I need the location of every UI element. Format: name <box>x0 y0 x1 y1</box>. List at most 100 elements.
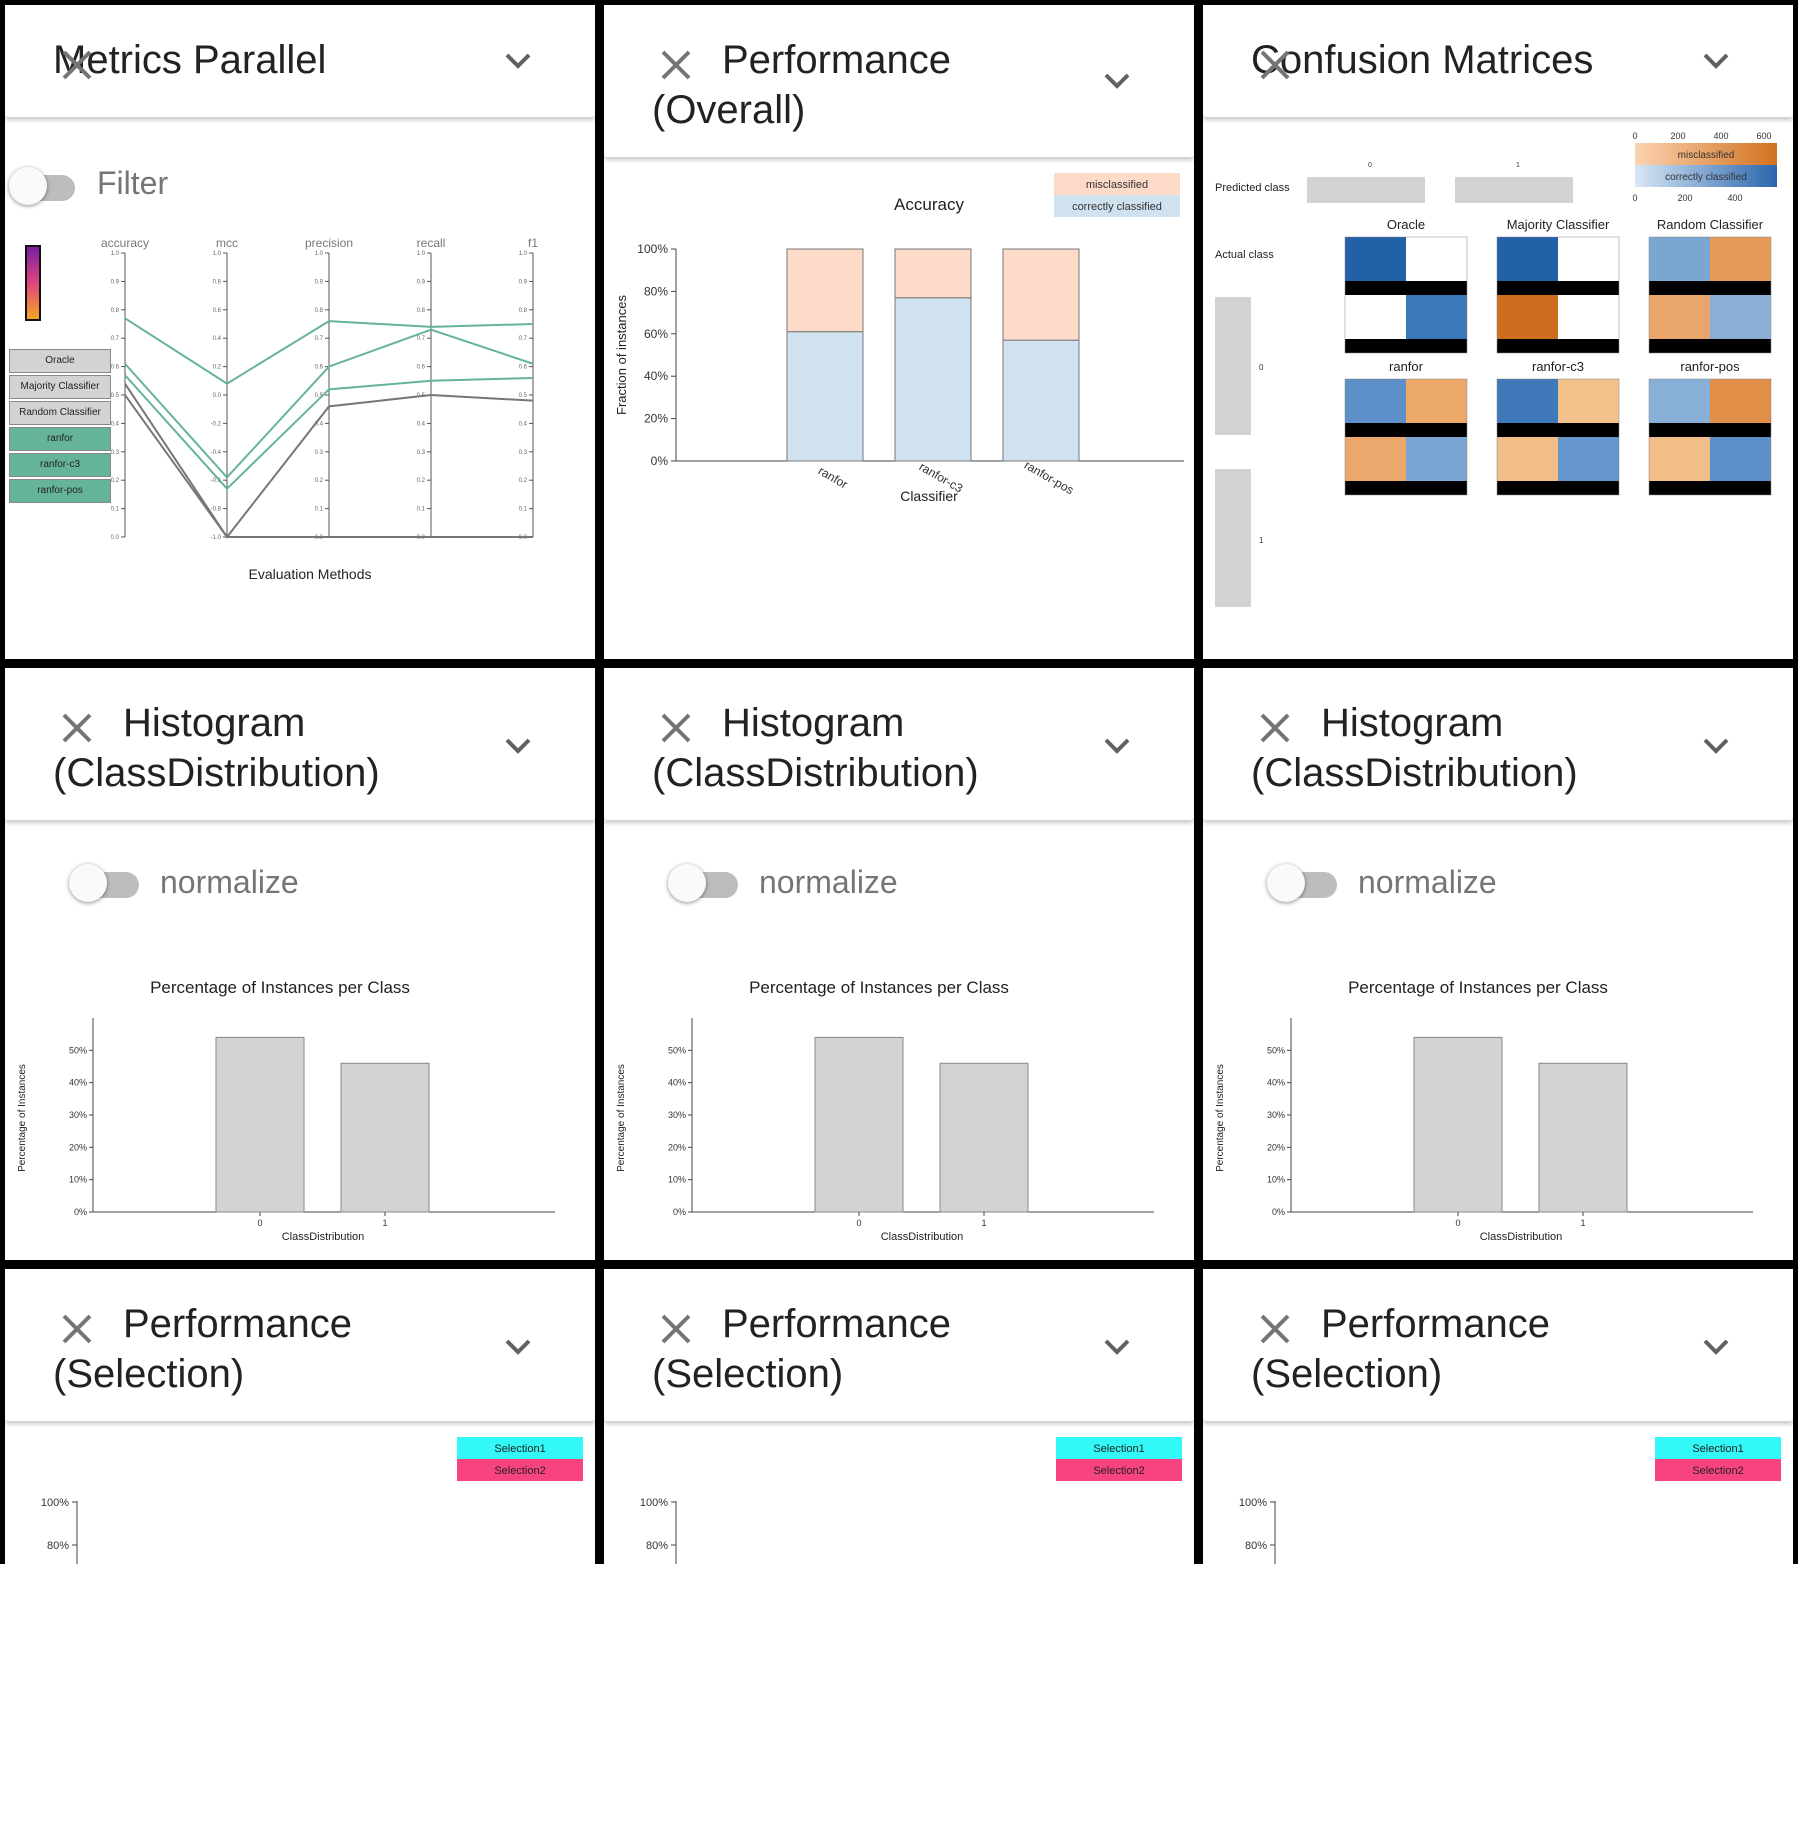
legend-label: correctly classified <box>1072 201 1162 213</box>
bar[interactable] <box>894 297 972 462</box>
tick-label: 100% <box>41 1497 69 1509</box>
bar[interactable] <box>1413 1036 1503 1213</box>
axis-label: mcc <box>216 236 238 250</box>
chevron-down-icon[interactable] <box>1100 1335 1134 1359</box>
matrix-cell[interactable] <box>1710 379 1771 423</box>
panel-histogram: Histogram (ClassDistribution) normalize Pe… <box>1203 668 1793 1260</box>
bar[interactable] <box>215 1036 305 1213</box>
chevron-down-icon[interactable] <box>1699 49 1733 73</box>
matrix-cell[interactable] <box>1558 295 1619 339</box>
chevron-down-icon[interactable] <box>1699 1335 1733 1359</box>
chevron-down-icon[interactable] <box>501 1335 535 1359</box>
tick-label: 0.6 <box>213 308 222 314</box>
close-icon[interactable] <box>59 47 95 83</box>
close-icon[interactable] <box>1257 710 1293 746</box>
matrix-cell[interactable] <box>1345 437 1406 481</box>
legend-item[interactable]: Random Classifier <box>9 401 111 425</box>
legend-label: Selection1 <box>1093 1443 1144 1455</box>
chevron-down-icon[interactable] <box>1100 734 1134 758</box>
bar[interactable] <box>894 248 972 299</box>
matrix-cell[interactable] <box>1558 379 1619 423</box>
bar[interactable] <box>340 1062 430 1213</box>
matrix-separator <box>1649 481 1771 495</box>
tick-label: 0% <box>74 1207 87 1217</box>
matrix-cell[interactable] <box>1497 437 1558 481</box>
tick-label: 20% <box>1267 1142 1285 1152</box>
legend-item[interactable]: ranfor-c3 <box>9 453 111 477</box>
tick-label: 0.1 <box>111 507 120 513</box>
tick-label: 0.8 <box>315 308 324 314</box>
matrix-cell[interactable] <box>1649 379 1710 423</box>
panel-title: Metrics Parallel <box>53 38 327 82</box>
tick-label: 0.9 <box>417 279 426 285</box>
chevron-down-icon[interactable] <box>501 734 535 758</box>
tick-label: 0.3 <box>417 450 426 456</box>
tick-label: 0.4 <box>417 421 426 427</box>
matrix-cell[interactable] <box>1345 237 1406 281</box>
matrix-cell[interactable] <box>1558 437 1619 481</box>
matrix-cell[interactable] <box>1649 237 1710 281</box>
bar[interactable] <box>1002 248 1080 341</box>
legend-item[interactable]: Majority Classifier <box>9 375 111 399</box>
series-line <box>124 383 534 539</box>
close-icon[interactable] <box>59 710 95 746</box>
matrix-cell[interactable] <box>1710 295 1771 339</box>
matrix-separator <box>1649 423 1771 437</box>
close-icon[interactable] <box>59 1311 95 1347</box>
tick-label: 1 <box>1580 1218 1585 1228</box>
matrix-cell[interactable] <box>1710 437 1771 481</box>
bar[interactable] <box>939 1062 1029 1213</box>
matrix-title: ranfor <box>1389 359 1424 374</box>
matrix-cell[interactable] <box>1649 437 1710 481</box>
bar[interactable] <box>1002 339 1080 462</box>
filter-label: Filter <box>97 165 169 201</box>
matrix-cell[interactable] <box>1649 295 1710 339</box>
matrix-cell[interactable] <box>1406 437 1467 481</box>
normalize-toggle[interactable] <box>69 864 139 902</box>
matrix-title: ranfor-pos <box>1680 359 1740 374</box>
chart-title: Percentage of Instances per Class <box>749 978 1009 997</box>
normalize-toggle[interactable] <box>1267 864 1337 902</box>
matrix-separator <box>1345 339 1467 353</box>
tick-label: -0.8 <box>211 507 222 513</box>
x-axis-label: Classifier <box>900 488 958 504</box>
panel-header: Metrics Parallel <box>5 5 595 117</box>
panel-header: Performance (Overall) <box>604 5 1194 157</box>
close-icon[interactable] <box>658 1311 694 1347</box>
close-icon[interactable] <box>658 47 694 83</box>
tick-label: 30% <box>668 1110 686 1120</box>
close-icon[interactable] <box>1257 47 1293 83</box>
tick-label: 100% <box>637 242 668 256</box>
close-icon[interactable] <box>658 710 694 746</box>
chevron-down-icon[interactable] <box>1100 69 1134 93</box>
series-line <box>124 328 534 479</box>
normalize-toggle[interactable] <box>668 864 738 902</box>
matrix-cell[interactable] <box>1558 237 1619 281</box>
legend-item[interactable]: Oracle <box>9 349 111 373</box>
x-axis-label: ClassDistribution <box>881 1231 964 1243</box>
bar[interactable] <box>814 1036 904 1213</box>
x-axis-label: ClassDistribution <box>1480 1231 1563 1243</box>
bar[interactable] <box>786 331 864 462</box>
matrix-cell[interactable] <box>1497 237 1558 281</box>
matrix-cell[interactable] <box>1345 295 1406 339</box>
matrix-cell[interactable] <box>1406 379 1467 423</box>
matrix-cell[interactable] <box>1406 295 1467 339</box>
matrix-cell[interactable] <box>1345 379 1406 423</box>
close-icon[interactable] <box>1257 1311 1293 1347</box>
matrix-cell[interactable] <box>1406 237 1467 281</box>
tick-label: 0.4 <box>111 421 120 427</box>
matrix-cell[interactable] <box>1710 237 1771 281</box>
filter-toggle[interactable] <box>9 167 75 205</box>
tick-label: 0.6 <box>315 365 324 371</box>
legend-item[interactable]: ranfor-pos <box>9 479 111 503</box>
chevron-down-icon[interactable] <box>501 49 535 73</box>
bar[interactable] <box>1538 1062 1628 1213</box>
legend-item[interactable]: ranfor <box>9 427 111 451</box>
axis-label: precision <box>305 236 353 250</box>
matrix-cell[interactable] <box>1497 295 1558 339</box>
colorscale-bar <box>25 245 41 321</box>
matrix-cell[interactable] <box>1497 379 1558 423</box>
bar[interactable] <box>786 248 864 333</box>
chevron-down-icon[interactable] <box>1699 734 1733 758</box>
